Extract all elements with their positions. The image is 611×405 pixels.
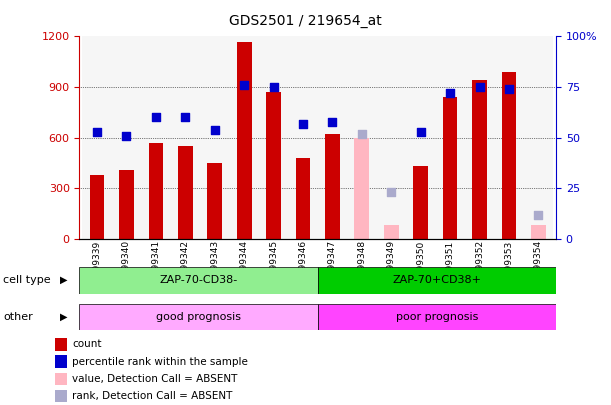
Point [122,132,131,139]
Bar [318,304,556,330]
Bar [54,356,67,368]
Text: cell type: cell type [3,275,51,285]
Bar [376,36,406,239]
Text: good prognosis: good prognosis [156,312,241,322]
Bar [318,267,556,294]
Text: ▶: ▶ [60,275,68,285]
Point [269,84,279,90]
Bar [259,36,288,239]
Bar [406,36,436,239]
Bar [90,175,104,239]
Point [504,86,514,92]
Bar [354,138,369,239]
Bar [148,143,163,239]
Bar [54,390,67,402]
Text: GDS2501 / 219654_at: GDS2501 / 219654_at [229,14,382,28]
Point [327,118,337,125]
Point [416,128,426,135]
Bar [318,36,347,239]
Point [180,114,190,121]
Point [533,211,543,218]
Bar [170,36,200,239]
Point [151,114,161,121]
Bar [531,226,546,239]
Point [240,82,249,88]
Point [475,84,485,90]
Bar [443,97,458,239]
Point [298,120,308,127]
Bar [207,163,222,239]
Bar [54,373,67,385]
Text: other: other [3,312,33,322]
Bar [112,36,141,239]
Text: ZAP-70+CD38+: ZAP-70+CD38+ [392,275,481,286]
Bar [472,80,487,239]
Bar [119,170,134,239]
Point [386,189,396,196]
Bar [79,304,318,330]
Bar [79,267,318,294]
Point [92,128,102,135]
Bar [200,36,230,239]
Text: count: count [73,339,102,350]
Bar [266,92,281,239]
Bar [230,36,259,239]
Text: rank, Detection Call = ABSENT: rank, Detection Call = ABSENT [73,391,233,401]
Bar [384,226,398,239]
Text: ZAP-70-CD38-: ZAP-70-CD38- [159,275,238,286]
Bar [347,36,376,239]
Bar [494,36,524,239]
Bar [82,36,112,239]
Bar [237,42,252,239]
Bar [325,134,340,239]
Text: ▶: ▶ [60,312,68,322]
Text: poor prognosis: poor prognosis [396,312,478,322]
Bar [141,36,170,239]
Bar [413,166,428,239]
Bar [502,72,516,239]
Bar [54,338,67,351]
Point [357,130,367,137]
Bar [288,36,318,239]
Bar [524,36,553,239]
Bar [436,36,465,239]
Text: percentile rank within the sample: percentile rank within the sample [73,357,248,367]
Point [210,126,219,133]
Point [445,90,455,96]
Bar [465,36,494,239]
Bar [178,146,192,239]
Text: value, Detection Call = ABSENT: value, Detection Call = ABSENT [73,374,238,384]
Bar [296,158,310,239]
